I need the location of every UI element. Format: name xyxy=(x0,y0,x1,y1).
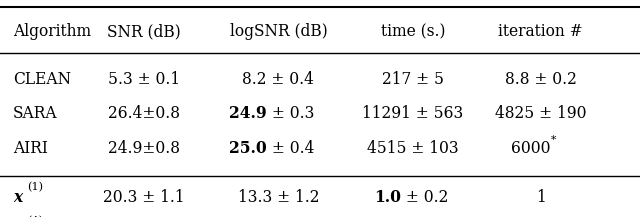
Text: 4515 ± 103: 4515 ± 103 xyxy=(367,140,459,157)
Text: 8.2 ± 0.4: 8.2 ± 0.4 xyxy=(243,71,314,88)
Text: CLEAN: CLEAN xyxy=(13,71,71,88)
Text: (1): (1) xyxy=(27,181,43,192)
Text: Algorithm: Algorithm xyxy=(13,23,91,40)
Text: (4): (4) xyxy=(27,216,43,217)
Text: *: * xyxy=(550,135,556,145)
Text: iteration #: iteration # xyxy=(499,23,583,40)
Text: 13.3 ± 1.2: 13.3 ± 1.2 xyxy=(237,189,319,206)
Text: SNR (dB): SNR (dB) xyxy=(107,23,181,40)
Text: 1.0: 1.0 xyxy=(374,189,401,206)
Text: 26.4±0.8: 26.4±0.8 xyxy=(108,105,180,122)
Text: 4825 ± 190: 4825 ± 190 xyxy=(495,105,586,122)
Text: 6000: 6000 xyxy=(511,140,550,157)
Text: 5.3 ± 0.1: 5.3 ± 0.1 xyxy=(108,71,180,88)
Text: ± 0.2: ± 0.2 xyxy=(401,189,449,206)
Text: 8.8 ± 0.2: 8.8 ± 0.2 xyxy=(505,71,577,88)
Text: 25.0: 25.0 xyxy=(229,140,267,157)
Text: 11291 ± 563: 11291 ± 563 xyxy=(362,105,463,122)
Text: ± 0.3: ± 0.3 xyxy=(267,105,314,122)
Text: 24.9: 24.9 xyxy=(229,105,267,122)
Text: 20.3 ± 1.1: 20.3 ± 1.1 xyxy=(103,189,185,206)
Text: logSNR (dB): logSNR (dB) xyxy=(230,23,327,40)
Text: time (s.): time (s.) xyxy=(381,23,445,40)
Text: x: x xyxy=(13,189,22,206)
Text: 217 ± 5: 217 ± 5 xyxy=(382,71,444,88)
Text: AIRI: AIRI xyxy=(13,140,47,157)
Text: 1: 1 xyxy=(536,189,546,206)
Text: 24.9±0.8: 24.9±0.8 xyxy=(108,140,180,157)
Text: ± 0.4: ± 0.4 xyxy=(267,140,314,157)
Text: SARA: SARA xyxy=(13,105,58,122)
